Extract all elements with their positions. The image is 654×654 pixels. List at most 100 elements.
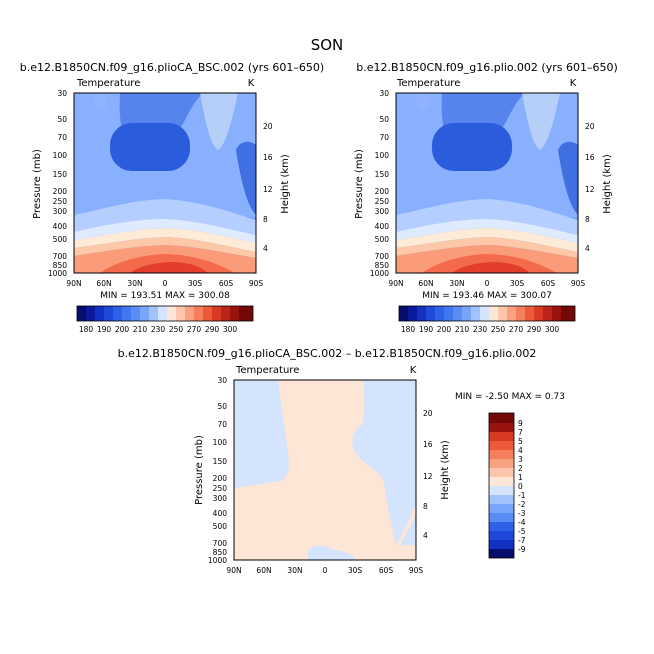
panel-2-left-lobe [415, 93, 430, 111]
panel-2-units: K [570, 78, 577, 89]
panel-3-x-tick-5: 60S [379, 566, 394, 575]
panel-3-cbar-label: -9 [518, 545, 526, 554]
panel-3-x-tick-0: 90N [226, 566, 241, 575]
panel-1-p-tick-4: 150 [53, 170, 68, 179]
panel-3-cbar-cell [489, 450, 514, 459]
panel-1-plot-area [73, 92, 257, 274]
panel-3-cbar-cell [489, 486, 514, 495]
panel-2-p-tick-9: 500 [375, 235, 390, 244]
panel-2-cbar-cell [489, 306, 498, 321]
panel-3-cbar-label: 2 [518, 464, 523, 473]
panel-1-x-tick-5: 60S [219, 279, 234, 288]
panel-2-cbar-label: 300 [545, 325, 560, 334]
panel-2: b.e12.B1850CN.f09_g16.plio.002 (yrs 601–… [354, 61, 618, 334]
panel-1-h-tick-0: 4 [263, 244, 268, 253]
panel-1-cbar-label: 290 [205, 325, 220, 334]
panel-3-p-tick-2: 70 [217, 420, 227, 429]
panel-3-cbar-cell [489, 522, 514, 531]
panel-3-p-tick-4: 150 [213, 457, 228, 466]
panel-3-p-tick-9: 500 [213, 522, 228, 531]
panel-2-p-tick-5: 200 [375, 187, 390, 196]
panel-3-cbar-cell [489, 504, 514, 513]
panel-1-cbar-cell [149, 306, 158, 321]
panel-2-p-tick-4: 150 [375, 170, 390, 179]
panel-1-cbar-cell [113, 306, 122, 321]
panel-3-cool-right [352, 380, 416, 545]
panel-2-p-tick-2: 70 [379, 133, 389, 142]
panel-2-cbar-cell [507, 306, 516, 321]
panel-3-cbar-cell [489, 413, 514, 423]
panel-1-p-tick-8: 400 [53, 222, 68, 231]
panel-3-cbar-frame [488, 412, 515, 559]
panel-2-p-tick-3: 100 [375, 151, 390, 160]
panel-1-cbar-cell [176, 306, 185, 321]
panel-2-cbar-cell [435, 306, 444, 321]
panel-3-x-tick-2: 30N [287, 566, 302, 575]
panel-3-x-tick-3: 0 [323, 566, 328, 575]
panel-3-cbar-cell [489, 495, 514, 504]
panel-2-right-lobe [522, 93, 560, 150]
panel-3-p-tick-5: 200 [213, 474, 228, 483]
panel-1-p-tick-12: 1000 [48, 269, 67, 278]
panel-2-cbar-frame [398, 305, 576, 322]
panel-3-cbar-label: 1 [518, 473, 523, 482]
panel-1-h-tick-4: 20 [263, 122, 273, 131]
panel-3-h-tick-4: 20 [423, 409, 433, 418]
panel-3-h-tick-1: 8 [423, 502, 428, 511]
panel-1-pressure-axis: 30 50 70 100 150 200 250 300 400 500 700… [48, 89, 67, 278]
panel-1-p-tick-3: 100 [53, 151, 68, 160]
panel-3-x-tick-4: 30S [348, 566, 363, 575]
panel-2-cbar-cell [408, 306, 417, 321]
panel-2-band-c [396, 228, 578, 252]
panel-3-h-tick-2: 12 [423, 472, 433, 481]
panel-3-p-tick-7: 300 [213, 494, 228, 503]
panel-2-p-tick-6: 250 [375, 197, 390, 206]
panel-3-cbar-cell [489, 432, 514, 441]
panel-3-cool-left [234, 380, 289, 488]
panel-1-cbar-cell [239, 306, 253, 321]
panel-3-cbar-label: 9 [518, 419, 523, 428]
panel-1-cbar-cell [203, 306, 212, 321]
panel-2-cbar-cell [516, 306, 525, 321]
panel-2-h-tick-4: 20 [585, 122, 595, 131]
panel-2-title: b.e12.B1850CN.f09_g16.plio.002 (yrs 601–… [356, 61, 618, 74]
panel-1-band-b [74, 219, 256, 243]
panel-2-cbar-cell [552, 306, 561, 321]
panel-3-cbar-label: 7 [518, 428, 523, 437]
panel-3-pressure-axis: 30 50 70 100 150 200 250 300 400 500 700… [208, 376, 227, 565]
panel-3-cbar-label: 4 [518, 446, 523, 455]
panel-2-h-tick-2: 12 [585, 185, 595, 194]
panel-2-cbar-label: 190 [419, 325, 434, 334]
panel-1-x-tick-3: 0 [163, 279, 168, 288]
panel-1-cbar-label: 200 [115, 325, 130, 334]
panel-1-warm-core [130, 262, 208, 273]
panel-3-p-tick-12: 1000 [208, 556, 227, 565]
panel-1-cbar-cell [77, 306, 86, 321]
panel-3-cbar-label: 3 [518, 455, 523, 464]
panel-2-x-tick-1: 60N [418, 279, 433, 288]
panel-1-ylabel: Pressure (mb) [32, 149, 43, 219]
panel-1-x-tick-6: 90S [249, 279, 264, 288]
panel-3-cbar-cell [489, 513, 514, 522]
panel-2-band-d [396, 237, 578, 258]
panel-1-cbar-label: 230 [151, 325, 166, 334]
panel-3-cbar-label: -3 [518, 509, 526, 518]
panel-1-cbar-cell [185, 306, 194, 321]
panel-1-p-tick-1: 50 [57, 115, 67, 124]
panel-2-warm-core [452, 262, 530, 273]
panel-3: b.e12.B1850CN.f09_g16.plioCA_BSC.002 – b… [118, 347, 565, 575]
panel-1-h-tick-3: 16 [263, 153, 273, 162]
panel-1-height-axis: 4 8 12 16 20 [263, 122, 273, 253]
panel-2-x-tick-2: 30N [449, 279, 464, 288]
panel-2-pressure-axis: 30 50 70 100 150 200 250 300 400 500 700… [370, 89, 389, 278]
panel-1-h-tick-2: 12 [263, 185, 273, 194]
panel-1-right-lobe [200, 93, 238, 150]
panel-1-cbar-cell [167, 306, 176, 321]
panel-3-cbar-cell [489, 549, 514, 558]
panel-2-x-tick-6: 90S [571, 279, 586, 288]
panel-3-frame [233, 379, 417, 561]
panel-3-p-tick-8: 400 [213, 509, 228, 518]
season-title: SON [311, 36, 344, 54]
panel-3-cbar-cell [489, 531, 514, 540]
